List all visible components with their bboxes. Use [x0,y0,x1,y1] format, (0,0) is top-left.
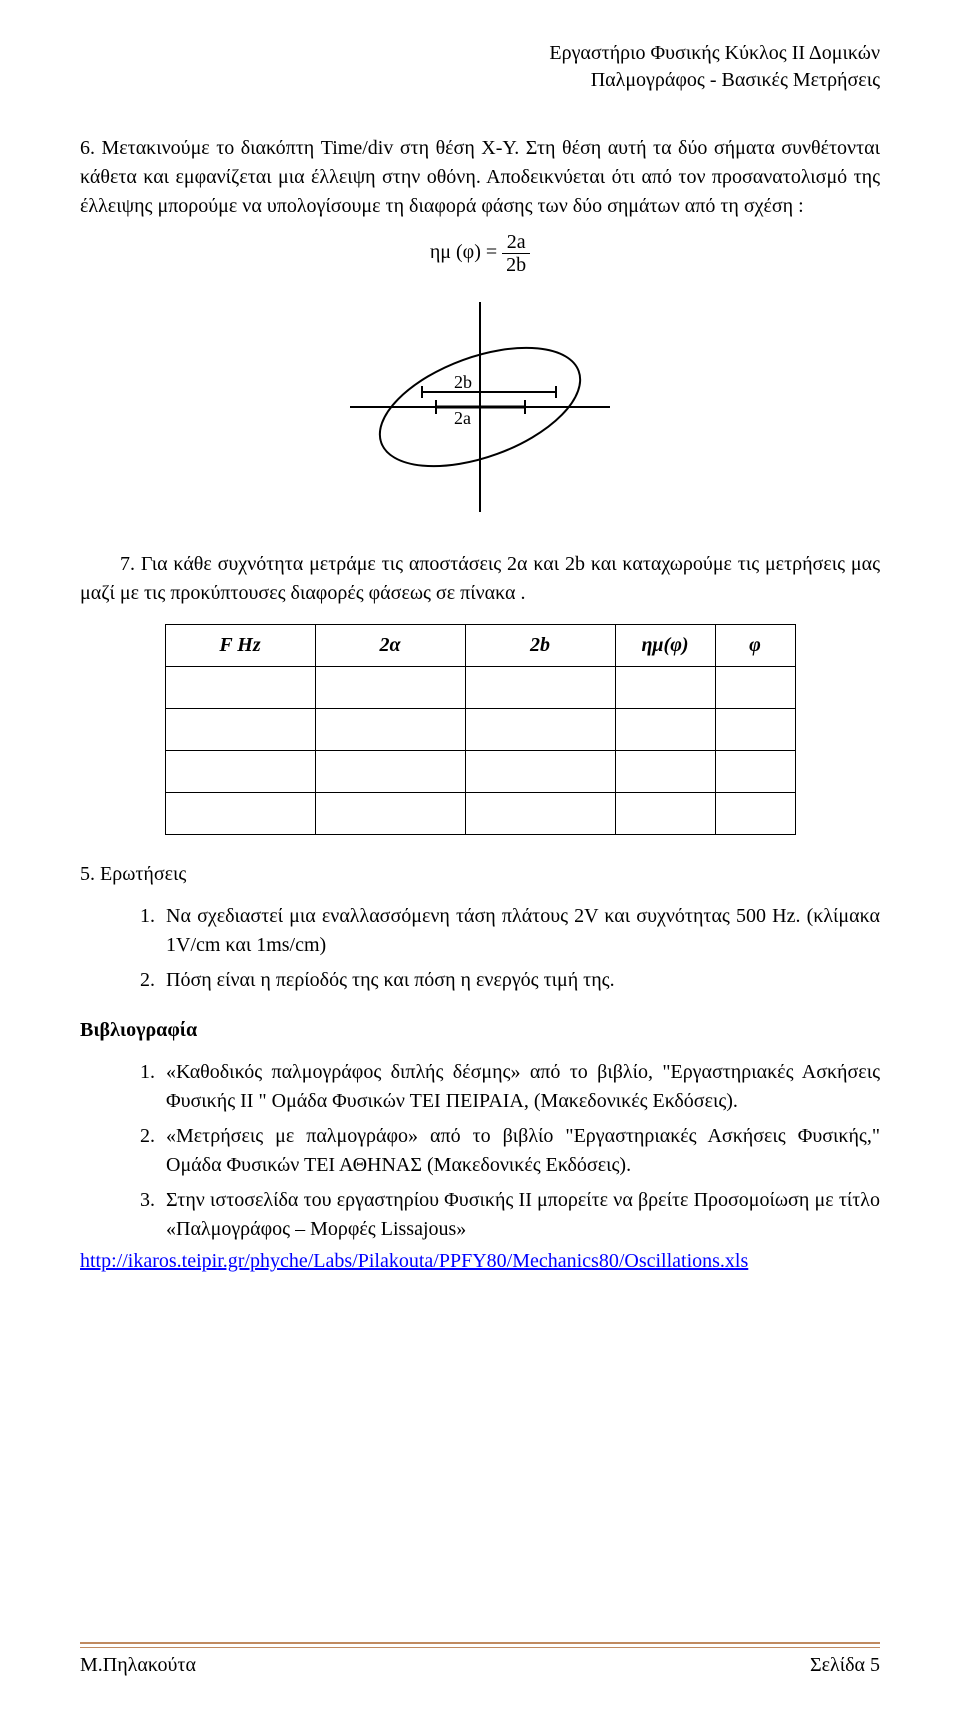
formula-lhs: ημ (φ) = [430,241,502,263]
table-cell [615,751,715,793]
table-cell [715,667,795,709]
table-header-cell: ημ(φ) [615,625,715,667]
bibliography-title: Βιβλιογραφία [80,1019,880,1042]
table-cell [315,709,465,751]
formula-numerator: 2a [502,231,530,254]
table-cell [615,709,715,751]
list-item: 3.Στην ιστοσελίδα του εργαστηρίου Φυσική… [140,1186,880,1244]
header-line-2: Παλμογράφος - Βασικές Μετρήσεις [80,67,880,94]
table-cell [315,667,465,709]
list-item-text: Πόση είναι η περίοδός της και πόση η ενε… [166,966,880,995]
page-header: Εργαστήριο Φυσικής Κύκλος ΙΙ Δομικών Παλ… [80,40,880,94]
questions-list: 1.Να σχεδιαστεί μια εναλλασσόμενη τάση π… [140,902,880,995]
list-item: 2.«Μετρήσεις με παλμογράφο» από το βιβλί… [140,1122,880,1180]
list-item-number: 2. [140,966,166,995]
step-7-text: Για κάθε συχνότητα μετράμε τις αποστάσει… [80,553,880,604]
list-item-text: «Καθοδικός παλμογράφος διπλής δέσμης» απ… [166,1058,880,1116]
label-2a: 2a [454,408,471,428]
table-cell [465,667,615,709]
step-6-paragraph: 6. Μετακινούμε το διακόπτη Time/div στη … [80,134,880,221]
table-cell [165,667,315,709]
table-cell [615,793,715,835]
ellipse-diagram: 2b 2a [330,292,630,522]
list-item-number: 3. [140,1186,166,1244]
table-cell [465,751,615,793]
table-cell [715,709,795,751]
step-7-number: 7. [80,553,135,575]
list-item: 1.Να σχεδιαστεί μια εναλλασσόμενη τάση π… [140,902,880,960]
list-item: 2.Πόση είναι η περίοδός της και πόση η ε… [140,966,880,995]
page-footer: Μ.Πηλακούτα Σελίδα 5 [80,1642,880,1677]
bibliography-list: 1.«Καθοδικός παλμογράφος διπλής δέσμης» … [140,1058,880,1244]
table-cell [715,751,795,793]
table-header-cell: 2b [465,625,615,667]
list-item-number: 1. [140,1058,166,1116]
step-6-text: Μετακινούμε το διακόπτη Time/div στη θέσ… [80,137,880,217]
table-header-cell: 2α [315,625,465,667]
list-item-text: «Μετρήσεις με παλμογράφο» από το βιβλίο … [166,1122,880,1180]
table-cell [715,793,795,835]
header-line-1: Εργαστήριο Φυσικής Κύκλος ΙΙ Δομικών [80,40,880,67]
list-item: 1.«Καθοδικός παλμογράφος διπλής δέσμης» … [140,1058,880,1116]
step-7-paragraph: 7. Για κάθε συχνότητα μετράμε τις αποστά… [80,550,880,608]
formula-sin-phi: ημ (φ) = 2a 2b [80,231,880,276]
formula-denominator: 2b [502,254,530,276]
table-cell [465,709,615,751]
table-cell [315,751,465,793]
label-2b: 2b [454,372,472,392]
questions-title: 5. Ερωτήσεις [80,863,880,886]
list-item-text: Στην ιστοσελίδα του εργαστηρίου Φυσικής … [166,1186,880,1244]
table-cell [615,667,715,709]
ellipse-diagram-wrap: 2b 2a [80,292,880,522]
footer-author: Μ.Πηλακούτα [80,1654,196,1677]
table-header-cell: F Hz [165,625,315,667]
footer-rule [80,1642,880,1648]
table-cell [315,793,465,835]
table-header-cell: φ [715,625,795,667]
formula-fraction: 2a 2b [502,231,530,276]
table-cell [165,793,315,835]
table-cell [165,751,315,793]
bibliography-link[interactable]: http://ikaros.teipir.gr/phyche/Labs/Pila… [80,1250,748,1272]
list-item-number: 1. [140,902,166,960]
footer-page: Σελίδα 5 [810,1654,880,1677]
list-item-number: 2. [140,1122,166,1180]
step-6-number: 6. [80,137,95,159]
list-item-text: Να σχεδιαστεί μια εναλλασσόμενη τάση πλά… [166,902,880,960]
table-cell [465,793,615,835]
measurement-table: F Hz2α2bημ(φ)φ [165,624,796,835]
table-cell [165,709,315,751]
